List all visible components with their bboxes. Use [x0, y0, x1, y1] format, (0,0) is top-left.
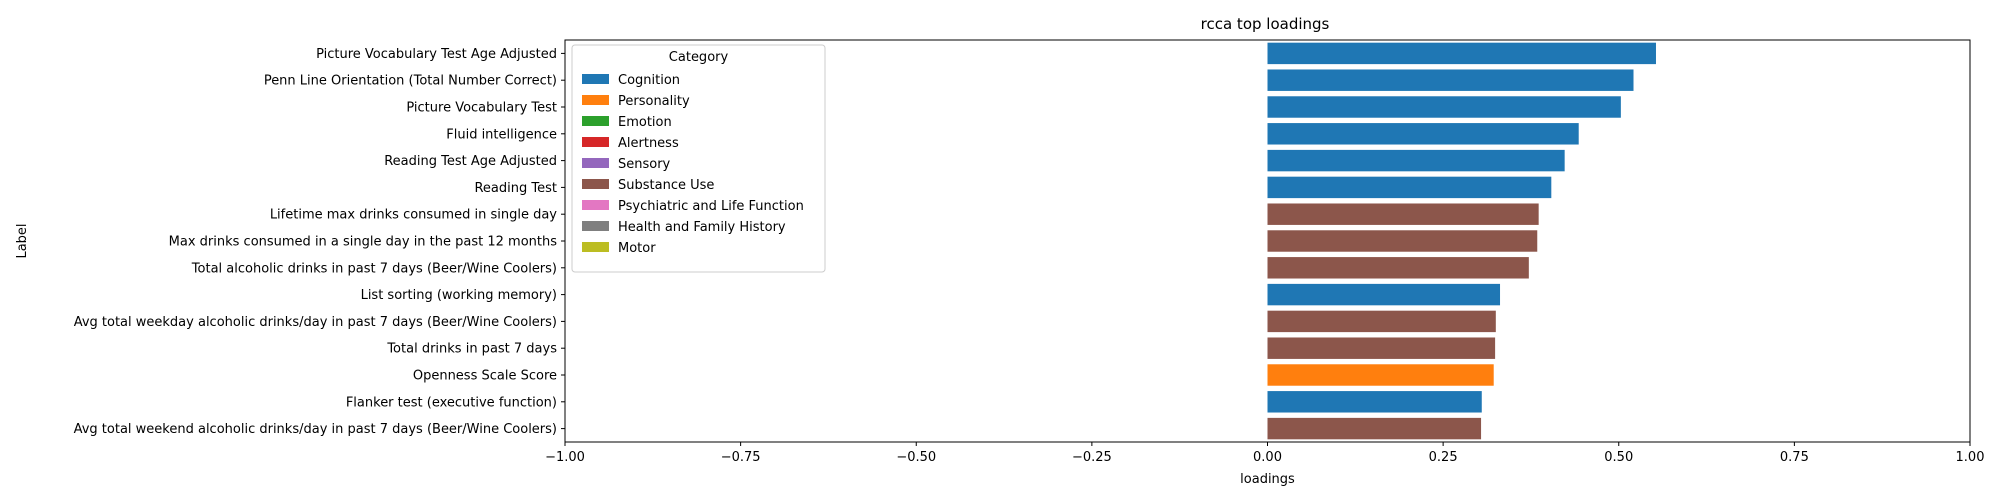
legend-swatch	[582, 95, 609, 105]
y-tick-label: Total drinks in past 7 days	[386, 342, 557, 357]
bar	[1267, 96, 1621, 118]
x-tick-label: −1.00	[545, 450, 585, 465]
x-tick-label: 1.00	[1956, 450, 1985, 465]
plot-frame	[564, 39, 1971, 443]
legend-swatch	[582, 137, 609, 147]
legend-label: Emotion	[618, 115, 672, 130]
legend-label: Motor	[618, 241, 656, 256]
bar	[1267, 310, 1496, 333]
x-tick-label: 0.50	[1604, 450, 1633, 465]
y-tick-label: Openness Scale Score	[413, 369, 557, 384]
y-tick-label: Total alcoholic drinks in past 7 days (B…	[191, 261, 557, 276]
y-tick-label: Reading Test	[474, 181, 557, 196]
y-tick-label: Picture Vocabulary Test Age Adjusted	[316, 47, 557, 62]
legend-title: Category	[669, 50, 729, 65]
bar	[1267, 337, 1496, 359]
y-tick-label: Flanker test (executive function)	[346, 395, 557, 410]
legend-items: Cognition Personality Emotion Alertness Sens…	[582, 73, 804, 256]
legend-swatch	[582, 200, 609, 210]
bar	[1267, 257, 1529, 279]
y-tick-labels: Picture Vocabulary Test Age Adjusted Penn…	[74, 47, 565, 437]
x-tick-label: −0.25	[1072, 450, 1112, 465]
x-tick-label: 0.00	[1253, 450, 1282, 465]
bar	[1267, 283, 1501, 306]
y-tick-label: Max drinks consumed in a single day in t…	[169, 235, 558, 250]
legend-swatch	[582, 116, 609, 126]
bar	[1267, 230, 1538, 252]
legend-swatch	[582, 242, 609, 252]
bar	[1267, 42, 1656, 65]
legend-label: Personality	[618, 94, 690, 109]
y-tick-label: Penn Line Orientation (Total Number Corr…	[264, 74, 557, 89]
legend-label: Substance Use	[618, 178, 714, 193]
bar	[1267, 364, 1494, 386]
y-tick-label: Fluid intelligence	[446, 127, 557, 142]
x-axis-label: loadings	[1240, 472, 1295, 487]
legend-label: Sensory	[618, 157, 671, 172]
bar	[1267, 391, 1482, 413]
legend-swatch	[582, 221, 609, 231]
x-tick-label: −0.75	[721, 450, 761, 465]
legend: Category Cognition Personality Emotion Aler…	[571, 44, 826, 273]
legend-label: Alertness	[618, 136, 679, 151]
bar	[1267, 417, 1482, 440]
y-tick-label: Avg total weekend alcoholic drinks/day i…	[74, 422, 557, 437]
y-tick-label: List sorting (working memory)	[361, 288, 557, 303]
x-tick-label: 0.75	[1780, 450, 1809, 465]
legend-swatch	[582, 158, 609, 168]
y-tick-label: Reading Test Age Adjusted	[384, 154, 557, 169]
y-axis-label: Label	[15, 223, 30, 258]
x-axis: −1.00 −0.75 −0.50 −0.25 0.00 0.25 0.50 0.75 1.00	[545, 442, 1984, 465]
y-tick-label: Avg total weekday alcoholic drinks/day i…	[74, 315, 557, 330]
x-tick-label: −0.50	[896, 450, 936, 465]
legend-box	[571, 44, 826, 273]
bar	[1267, 69, 1634, 91]
y-tick-label: Lifetime max drinks consumed in single d…	[270, 208, 557, 223]
x-tick-label: 0.25	[1429, 450, 1458, 465]
bar	[1267, 149, 1565, 172]
legend-label: Cognition	[618, 73, 680, 88]
legend-swatch	[582, 179, 609, 189]
legend-label: Health and Family History	[618, 220, 786, 235]
y-tick-label: Picture Vocabulary Test	[406, 101, 557, 116]
bar	[1267, 203, 1539, 225]
bars-layer	[1267, 42, 1656, 440]
legend-label: Psychiatric and Life Function	[618, 199, 804, 214]
legend-swatch	[582, 74, 609, 84]
bar	[1267, 123, 1579, 145]
chart-title: rcca top loadings	[1201, 15, 1330, 33]
bar	[1267, 176, 1552, 199]
